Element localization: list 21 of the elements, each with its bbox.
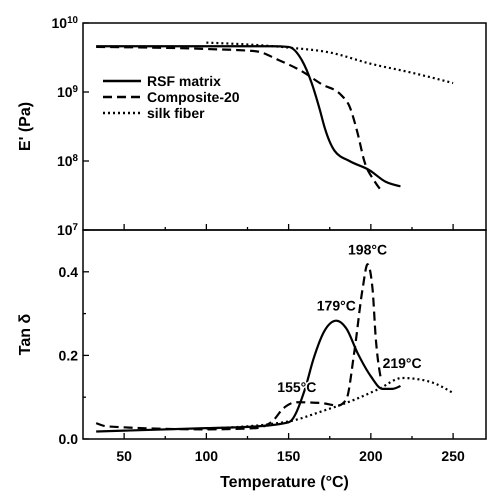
y-tick-label: 10$^{8}$ — [56, 152, 79, 169]
legend-label: RSF matrix — [147, 73, 222, 89]
x-axis-title: Temperature (°C) — [220, 474, 349, 491]
annotation: 219°C — [382, 354, 422, 371]
y-tick-label: 0.2 — [58, 347, 78, 364]
y-tick-label: 0.4 — [58, 264, 78, 280]
legend-label: Composite-20 — [147, 89, 240, 105]
x-tick-label: 200 — [359, 448, 383, 464]
annotation: 179°C — [316, 298, 356, 314]
x-tick-label: 50 — [116, 448, 132, 464]
x-tick-label: 150 — [276, 448, 301, 464]
y-tick-label: 10$^{7}$ — [56, 222, 79, 238]
y-axis-title: E' (Pa) — [17, 102, 34, 152]
annotation: 198°C — [348, 241, 388, 258]
y-tick-label: 10$^{10}$ — [52, 14, 79, 31]
x-tick-label: 100 — [194, 448, 218, 464]
y-tick-label: 0.0 — [58, 431, 78, 447]
y-tick-label: 10$^{9}$ — [56, 84, 79, 100]
y-axis-title: Tan δ — [17, 314, 34, 356]
legend-label: silk fiber — [147, 105, 206, 121]
x-tick-label: 250 — [441, 448, 465, 464]
